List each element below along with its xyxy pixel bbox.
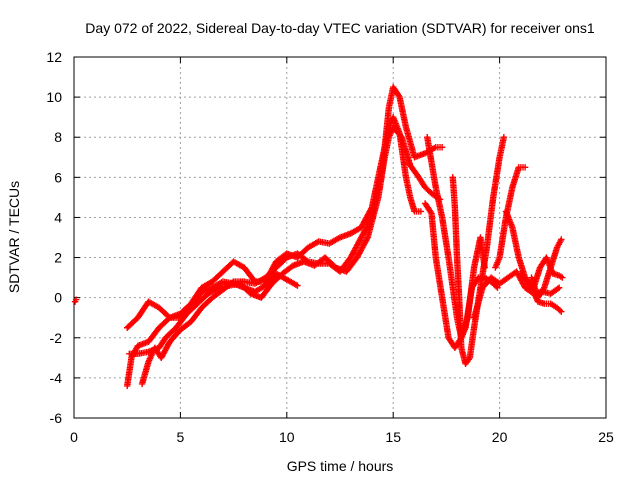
series-track-l	[517, 254, 566, 291]
series-track-a	[71, 296, 80, 305]
y-tick-label: 4	[54, 209, 62, 225]
x-axis-label: GPS time / hours	[287, 458, 394, 474]
ticks	[73, 56, 607, 419]
y-tick-label: -6	[50, 410, 63, 426]
chart-title: Day 072 of 2022, Sidereal Day-to-day VTE…	[85, 20, 595, 36]
data-point-fill	[427, 208, 434, 216]
data-point-fill	[303, 257, 310, 264]
data-point	[559, 274, 566, 281]
data-point-fill	[367, 215, 375, 223]
data-point-fill	[540, 285, 547, 293]
x-tick-label: 10	[279, 429, 295, 445]
y-tick-label: 8	[54, 129, 62, 145]
data-point	[558, 308, 565, 315]
y-tick-label: 6	[54, 169, 62, 185]
x-tick-label: 15	[385, 429, 401, 445]
tick-labels: 0 5 10 15 20 25 -6 -4 -2 0 2 4 6 8 10 12	[46, 49, 614, 445]
plot-frame	[73, 56, 607, 419]
y-tick-label: 10	[46, 89, 62, 105]
data-point-fill	[554, 285, 561, 292]
data-point	[500, 134, 508, 141]
data-point	[555, 284, 563, 291]
y-tick-label: -2	[50, 330, 63, 346]
x-tick-label: 25	[598, 429, 614, 445]
data-point	[294, 282, 301, 289]
data-point-fill	[363, 235, 371, 243]
series-track-d	[126, 123, 444, 358]
y-tick-label: -4	[50, 370, 63, 386]
y-tick-label: 2	[54, 250, 62, 266]
series-track-j	[492, 164, 529, 271]
y-tick-label: 0	[54, 290, 62, 306]
data-point	[558, 236, 565, 243]
data-point-fill	[229, 279, 236, 286]
data-points	[71, 83, 566, 390]
y-tick-label: 12	[46, 49, 62, 65]
series-track-e	[138, 83, 446, 388]
x-tick-label: 0	[70, 429, 78, 445]
data-point	[72, 296, 80, 303]
y-axis-label: SDTVAR / TECUs	[6, 181, 22, 293]
data-point	[521, 164, 529, 171]
data-point	[438, 144, 446, 151]
series-track-m	[528, 236, 565, 301]
data-point	[494, 284, 501, 291]
data-point-fill	[395, 92, 402, 99]
x-tick-label: 20	[492, 429, 508, 445]
x-tick-label: 5	[177, 429, 185, 445]
data-point	[417, 208, 425, 215]
data-point-fill	[556, 307, 564, 314]
